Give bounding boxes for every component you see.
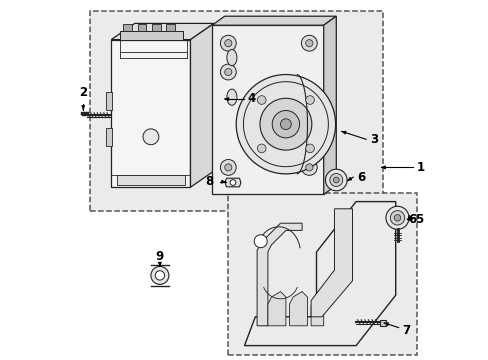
Polygon shape [323, 16, 336, 194]
Polygon shape [111, 40, 190, 187]
Bar [106, 128, 112, 146]
Circle shape [325, 169, 346, 191]
Polygon shape [267, 292, 285, 326]
Circle shape [280, 119, 291, 130]
Circle shape [301, 159, 317, 175]
Circle shape [230, 180, 235, 185]
Circle shape [236, 75, 335, 174]
Text: 1: 1 [416, 161, 424, 174]
Polygon shape [289, 292, 307, 326]
Polygon shape [111, 23, 213, 40]
Bar [137, 24, 146, 31]
Circle shape [393, 215, 400, 221]
Circle shape [254, 235, 266, 248]
Circle shape [142, 129, 159, 145]
Circle shape [220, 159, 236, 175]
Text: 9: 9 [156, 250, 163, 263]
Circle shape [272, 111, 299, 138]
Text: 6: 6 [356, 171, 365, 184]
Bar [228, 193, 416, 355]
Polygon shape [244, 202, 395, 346]
Polygon shape [224, 178, 241, 187]
Bar [89, 11, 382, 211]
Circle shape [257, 144, 265, 153]
Bar [379, 320, 385, 326]
Text: 3: 3 [369, 133, 377, 146]
Text: 8: 8 [204, 175, 213, 188]
Circle shape [329, 174, 342, 186]
Circle shape [220, 64, 236, 80]
Circle shape [224, 40, 231, 47]
Bar [106, 92, 112, 110]
Circle shape [151, 266, 168, 284]
Bar [117, 175, 185, 185]
Polygon shape [212, 25, 323, 194]
Polygon shape [257, 223, 302, 326]
Ellipse shape [226, 89, 237, 105]
Circle shape [220, 35, 236, 51]
Bar [166, 24, 175, 31]
Polygon shape [310, 299, 323, 326]
Polygon shape [310, 209, 352, 317]
Text: 6: 6 [408, 213, 416, 226]
Circle shape [385, 206, 408, 229]
Circle shape [224, 164, 231, 171]
Polygon shape [190, 23, 213, 187]
Bar [152, 24, 160, 31]
Circle shape [155, 271, 164, 280]
Circle shape [305, 144, 314, 153]
Circle shape [260, 98, 311, 150]
Text: 5: 5 [415, 213, 423, 226]
Polygon shape [212, 16, 336, 25]
Text: 7: 7 [401, 324, 409, 337]
Circle shape [257, 96, 265, 104]
Polygon shape [120, 31, 183, 40]
Circle shape [333, 177, 339, 183]
Circle shape [224, 68, 231, 76]
Ellipse shape [226, 49, 237, 66]
Circle shape [301, 35, 317, 51]
Circle shape [389, 211, 404, 225]
Circle shape [305, 96, 314, 104]
Bar [123, 24, 132, 31]
Text: 4: 4 [247, 93, 255, 105]
Circle shape [305, 164, 312, 171]
Text: 2: 2 [79, 86, 87, 99]
Circle shape [305, 40, 312, 47]
